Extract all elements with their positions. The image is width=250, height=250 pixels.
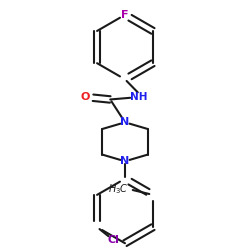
Text: $H_3C$: $H_3C$ [108, 182, 129, 196]
Text: F: F [121, 10, 129, 20]
Text: N: N [120, 117, 130, 127]
Text: O: O [81, 92, 90, 102]
Text: NH: NH [130, 92, 147, 102]
Text: Cl: Cl [108, 235, 120, 245]
Text: N: N [120, 156, 130, 166]
